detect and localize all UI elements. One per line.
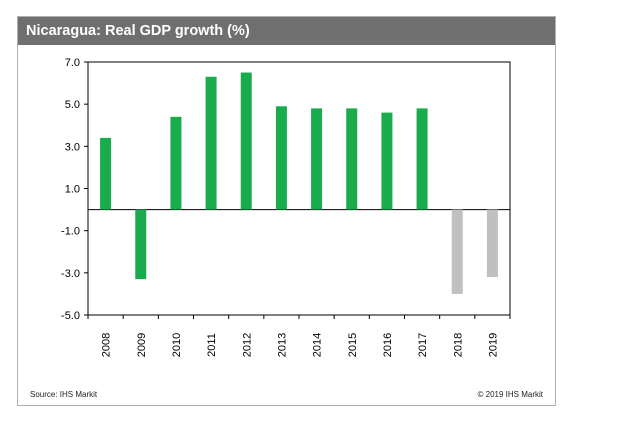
chart-title: Nicaragua: Real GDP growth (%) bbox=[18, 17, 555, 45]
bar-2010 bbox=[170, 116, 182, 210]
plot-border bbox=[87, 61, 511, 316]
y-tick-label: 5.0 bbox=[65, 99, 80, 111]
bar-2016 bbox=[381, 112, 393, 210]
x-tick-label-2011: 2011 bbox=[206, 333, 218, 357]
copyright-note: © 2019 IHS Markit bbox=[477, 390, 543, 399]
y-tick-label: 7.0 bbox=[65, 57, 80, 69]
bar-2018 bbox=[451, 209, 463, 294]
bar-2011 bbox=[205, 76, 217, 210]
x-tick-label-2009: 2009 bbox=[136, 333, 148, 357]
bar-2012 bbox=[240, 72, 252, 210]
x-tick-label-2019: 2019 bbox=[487, 333, 499, 357]
x-tick-label-2015: 2015 bbox=[347, 333, 359, 357]
x-tick-label-2018: 2018 bbox=[452, 333, 464, 357]
bar-2017 bbox=[416, 108, 428, 210]
bar-2019 bbox=[486, 209, 498, 278]
x-tick-label-2012: 2012 bbox=[241, 333, 253, 357]
chart-card: Nicaragua: Real GDP growth (%) 7.0 5.0 3.0… bbox=[17, 16, 556, 406]
bar-2015 bbox=[346, 108, 358, 210]
y-tick-label: -3.0 bbox=[61, 268, 80, 280]
y-tick-label: -5.0 bbox=[61, 310, 80, 322]
x-tick-label-2016: 2016 bbox=[382, 333, 394, 357]
x-tick-label-2010: 2010 bbox=[171, 333, 183, 357]
x-tick-label-2013: 2013 bbox=[276, 333, 288, 357]
bar-2009 bbox=[135, 209, 147, 280]
bar-2013 bbox=[275, 106, 287, 210]
x-tick-label-2017: 2017 bbox=[417, 333, 429, 357]
x-tick-label-2008: 2008 bbox=[101, 333, 113, 357]
chart-area: 7.0 5.0 3.0 1.0 -1.0 -3.0 -5.0 2008 2009 2010 2011… bbox=[61, 57, 511, 357]
source-note: Source: IHS Markit bbox=[30, 390, 98, 399]
y-tick-label: 1.0 bbox=[65, 184, 80, 196]
x-tick-label-2014: 2014 bbox=[312, 333, 324, 357]
y-tick-label: 3.0 bbox=[65, 141, 80, 153]
bar-2008 bbox=[100, 137, 112, 210]
bar-2014 bbox=[311, 108, 323, 210]
y-tick-label: -1.0 bbox=[61, 226, 80, 238]
